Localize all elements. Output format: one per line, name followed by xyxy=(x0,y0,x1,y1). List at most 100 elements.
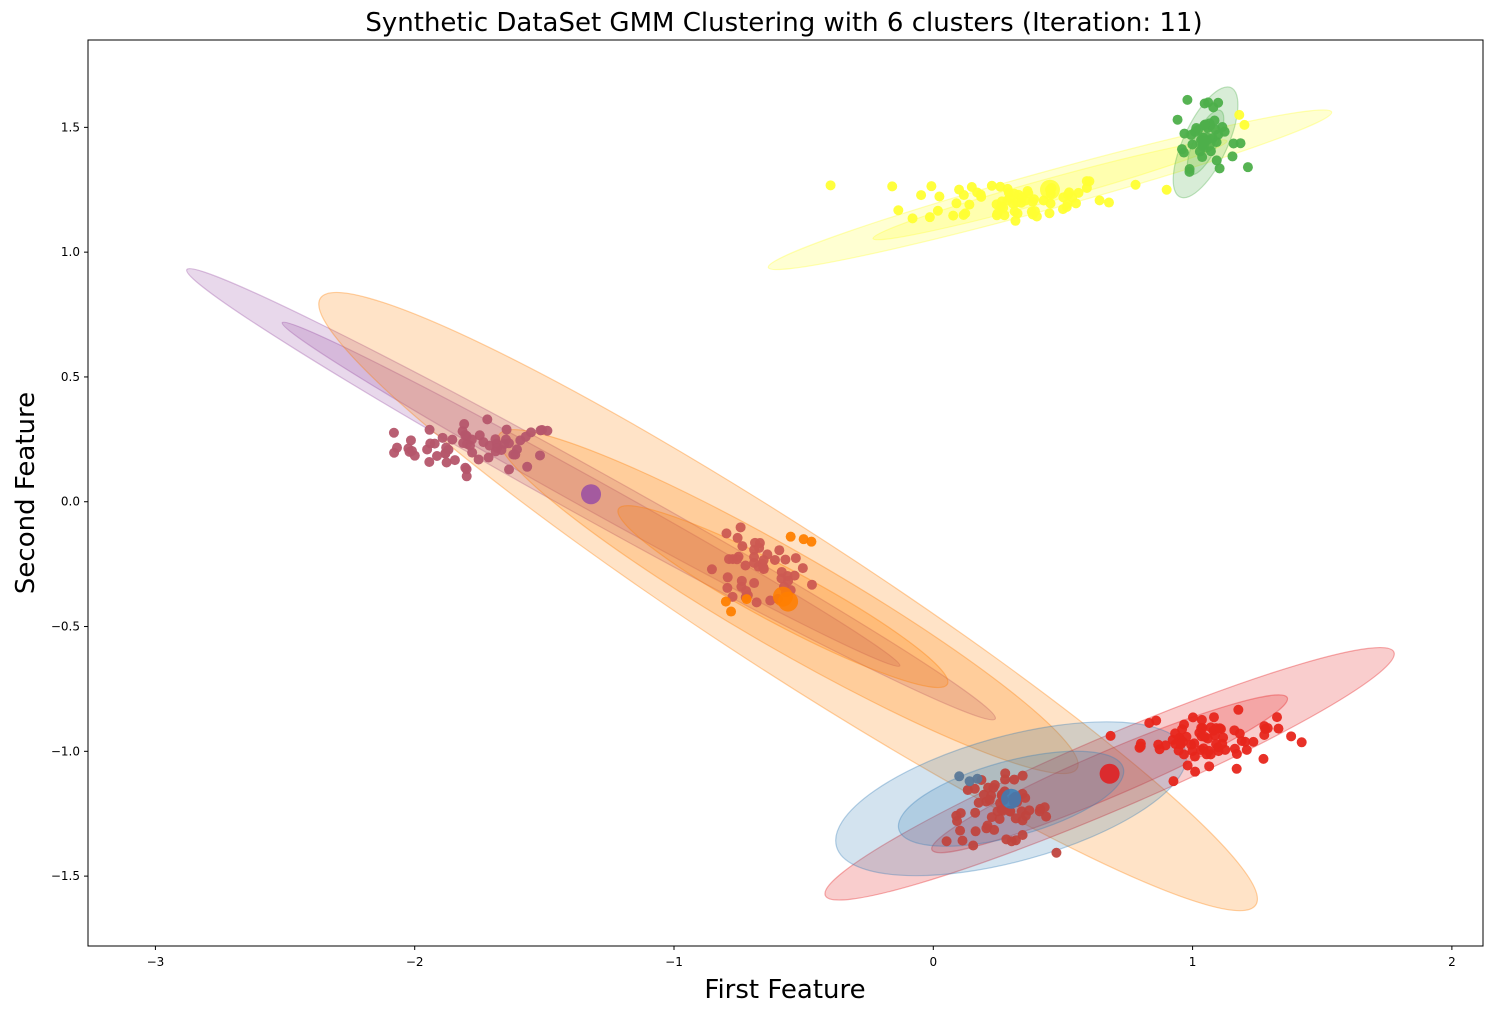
data-point-cluster-red xyxy=(1272,712,1283,723)
data-point-cluster-red xyxy=(1179,719,1190,730)
data-point-cluster-green xyxy=(1228,138,1239,149)
data-point-cluster-mid xyxy=(722,572,733,583)
data-point-cluster-red xyxy=(1231,763,1242,774)
data-point-cluster-mid xyxy=(790,553,801,564)
data-point-cluster-mid xyxy=(776,566,787,577)
data-point-cluster-left xyxy=(536,424,547,435)
data-point-cluster-mid xyxy=(706,564,717,575)
data-point-cluster-mid xyxy=(740,560,751,571)
mean-marker-red xyxy=(1099,763,1120,784)
data-point-cluster-red xyxy=(1168,776,1179,787)
data-point-cluster-red xyxy=(1233,704,1244,715)
data-point-cluster-red xyxy=(1196,714,1207,725)
data-point-cluster-left xyxy=(483,452,494,463)
data-point-cluster-mid xyxy=(754,542,765,553)
data-point-cluster-yellow xyxy=(1130,179,1141,190)
data-point-cluster-mid xyxy=(806,579,817,590)
data-point-cluster-red xyxy=(1286,731,1297,742)
data-point-cluster-left xyxy=(467,447,478,458)
data-point-cluster-green xyxy=(1217,121,1228,132)
y-axis: −1.5 −1.0 −0.5 0.0 0.5 1.0 1.5 xyxy=(51,120,88,883)
data-point-cluster-left xyxy=(441,442,452,453)
data-point-cluster-yellow xyxy=(934,191,945,202)
data-point-cluster-bottom xyxy=(972,773,983,784)
data-point-cluster-left xyxy=(460,429,471,440)
data-point-cluster-yellow xyxy=(951,198,962,209)
x-axis-title: First Feature xyxy=(704,975,865,1005)
data-point-cluster-yellow xyxy=(958,210,969,221)
data-point-cluster-left xyxy=(473,454,484,465)
data-point-cluster-left xyxy=(474,430,485,441)
data-point-cluster-green xyxy=(1211,155,1222,166)
mean-marker-yellow xyxy=(1039,179,1060,200)
data-point-cluster-bottom xyxy=(962,784,973,795)
data-point-cluster-mid xyxy=(722,582,733,593)
data-point-cluster-mid xyxy=(726,606,737,617)
data-point-cluster-mid xyxy=(732,532,743,543)
data-point-cluster-left xyxy=(431,451,442,462)
data-point-cluster-bottom xyxy=(1017,829,1028,840)
data-point-cluster-bottom xyxy=(1051,847,1062,858)
data-point-cluster-red xyxy=(1208,712,1219,723)
data-point-cluster-yellow xyxy=(948,210,959,221)
data-point-cluster-red xyxy=(1296,737,1307,748)
data-point-cluster-left xyxy=(437,432,448,443)
data-point-cluster-mid xyxy=(721,528,732,539)
data-point-cluster-red xyxy=(1187,745,1198,756)
y-tick-label: 1.5 xyxy=(61,120,80,134)
data-point-cluster-mid xyxy=(806,536,817,547)
data-point-cluster-left xyxy=(392,442,403,453)
data-point-cluster-yellow xyxy=(1029,194,1040,205)
data-point-cluster-green xyxy=(1227,151,1238,162)
data-point-cluster-bottom xyxy=(955,825,966,836)
y-tick-label: 0.0 xyxy=(61,495,80,509)
data-point-cluster-yellow xyxy=(926,181,937,192)
data-point-cluster-red xyxy=(1258,753,1269,764)
data-point-cluster-green xyxy=(1172,114,1183,125)
data-point-cluster-bottom xyxy=(968,840,979,851)
data-point-cluster-left xyxy=(424,424,435,435)
data-point-cluster-yellow xyxy=(1161,184,1172,195)
data-point-cluster-red xyxy=(1211,739,1222,750)
data-point-cluster-left xyxy=(503,438,514,449)
data-point-cluster-green xyxy=(1182,94,1193,105)
x-tick-label: −3 xyxy=(147,955,165,969)
data-point-cluster-left xyxy=(522,461,533,472)
mean-marker-blue xyxy=(1001,788,1022,809)
data-point-cluster-bottom xyxy=(1039,802,1050,813)
data-point-cluster-mid xyxy=(741,594,752,605)
data-point-cluster-left xyxy=(405,435,416,446)
mean-marker-green xyxy=(1195,132,1216,153)
data-point-cluster-mid xyxy=(798,534,809,545)
data-point-cluster-left xyxy=(447,434,458,445)
data-point-cluster-yellow xyxy=(976,191,987,202)
data-point-cluster-left xyxy=(461,471,472,482)
x-axis: −3 −2 −1 0 1 2 xyxy=(147,946,1456,969)
axes-frame xyxy=(87,39,1484,947)
data-point-cluster-mid xyxy=(758,562,769,573)
chart-title: Synthetic DataSet GMM Clustering with 6 … xyxy=(365,8,1202,38)
y-tick-label: −0.5 xyxy=(51,620,80,634)
data-point-cluster-mid xyxy=(735,522,746,533)
data-point-cluster-left xyxy=(482,414,493,425)
data-point-cluster-red xyxy=(1189,738,1200,749)
data-point-cluster-green xyxy=(1176,144,1187,155)
y-tick-label: 0.5 xyxy=(61,370,80,384)
data-point-cluster-yellow xyxy=(1234,109,1245,120)
mean-marker-orange xyxy=(772,586,793,607)
data-point-cluster-mid xyxy=(797,563,808,574)
data-point-cluster-bottom xyxy=(983,782,994,793)
data-point-cluster-green xyxy=(1186,129,1197,140)
data-point-cluster-left xyxy=(388,427,399,438)
data-point-cluster-left xyxy=(424,457,435,468)
data-point-cluster-green xyxy=(1184,166,1195,177)
data-point-cluster-red xyxy=(1241,744,1252,755)
data-point-cluster-red xyxy=(1248,736,1259,747)
data-point-cluster-left xyxy=(441,457,452,468)
data-point-cluster-mid xyxy=(762,549,773,560)
data-point-cluster-yellow xyxy=(998,202,1009,213)
data-point-cluster-green xyxy=(1214,163,1225,174)
data-point-cluster-yellow xyxy=(1103,197,1114,208)
data-point-cluster-bottom xyxy=(1010,813,1021,824)
x-tick-label: 0 xyxy=(929,955,937,969)
